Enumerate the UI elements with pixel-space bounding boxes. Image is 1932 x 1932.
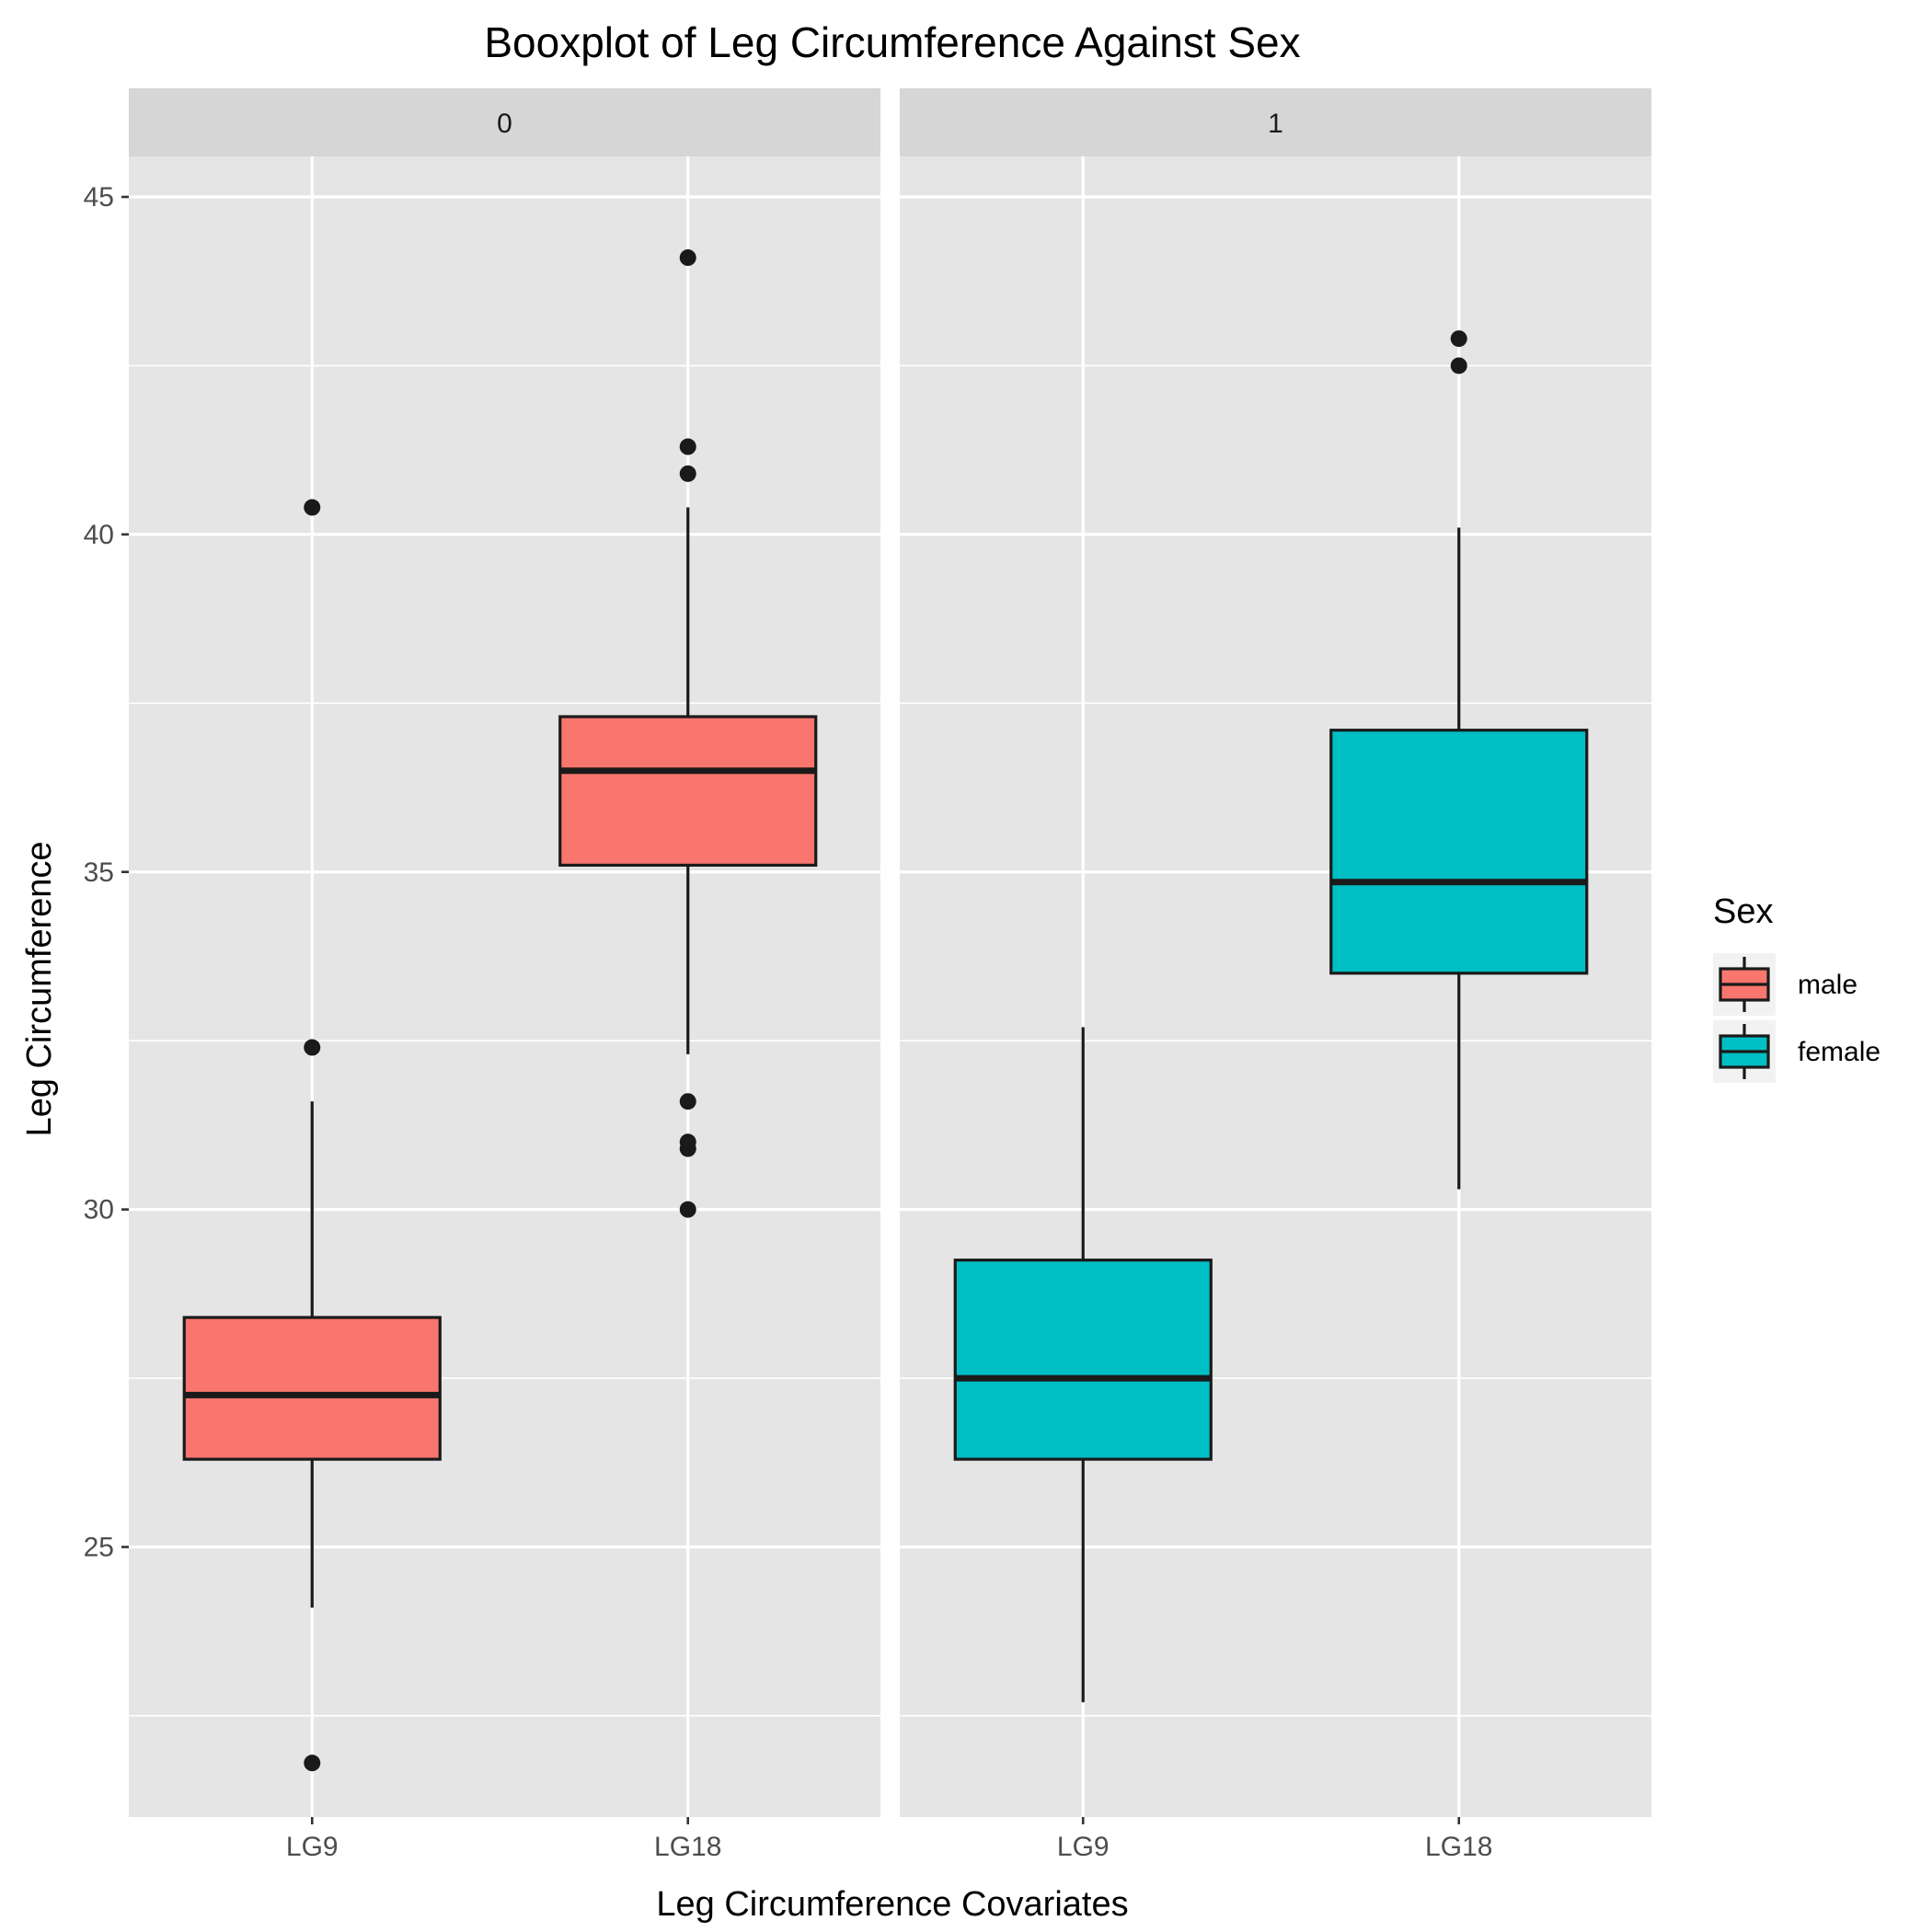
outlier-point [1450,357,1467,374]
box-iqr [182,1316,442,1461]
outlier-point [679,1093,696,1110]
x-tick-label: LG9 [1057,1832,1110,1862]
y-tick-label: 25 [84,1533,114,1563]
legend-item-male: male [1713,953,1857,1016]
chart-title: Booxplot of Leg Circumference Against Se… [484,18,1300,66]
legend-label: male [1798,970,1857,1000]
x-axis: LG9 LG18 LG9 LG18 [286,1817,1492,1862]
legend: Sex male female [1713,892,1880,1083]
box-LG9-female [953,1027,1213,1703]
facet-strip [129,88,880,156]
y-axis-title: Leg Circumference [20,841,59,1136]
y-tick-label: 45 [84,182,114,213]
box-iqr [953,1259,1213,1461]
y-tick-label: 30 [84,1195,114,1225]
outlier-point [304,1754,321,1772]
outlier-point [1450,330,1467,348]
outlier-point [304,499,321,516]
facet-strip-label: 1 [1268,109,1283,139]
y-tick-label: 40 [84,520,114,550]
x-tick-label: LG9 [286,1832,339,1862]
facet-panel-0: 0 [129,88,880,1817]
facet-strip [900,88,1651,156]
x-tick-label: LG18 [654,1832,721,1862]
box-iqr [1329,729,1589,975]
facet-strip-label: 0 [497,109,512,139]
box-LG18-female [1329,330,1589,1190]
outlier-point [679,465,696,482]
legend-item-female: female [1713,1020,1880,1083]
panel-background [900,156,1651,1817]
outlier-point [679,1201,696,1218]
facet-panel-1: 1 [900,88,1651,1817]
box-iqr [558,715,818,868]
x-tick-label: LG18 [1425,1832,1492,1862]
panel-background [129,156,880,1817]
legend-label: female [1798,1037,1880,1067]
box-LG9-male [182,499,442,1772]
outlier-point [679,249,696,267]
outlier-point [679,438,696,455]
box-LG18-male [558,249,818,1218]
y-axis: 25 30 35 40 45 [84,182,129,1563]
x-axis-title: Leg Circumference Covariates [656,1885,1128,1924]
outlier-point [304,1039,321,1056]
legend-title: Sex [1713,892,1773,931]
outlier-point [679,1140,696,1157]
y-tick-label: 35 [84,857,114,888]
